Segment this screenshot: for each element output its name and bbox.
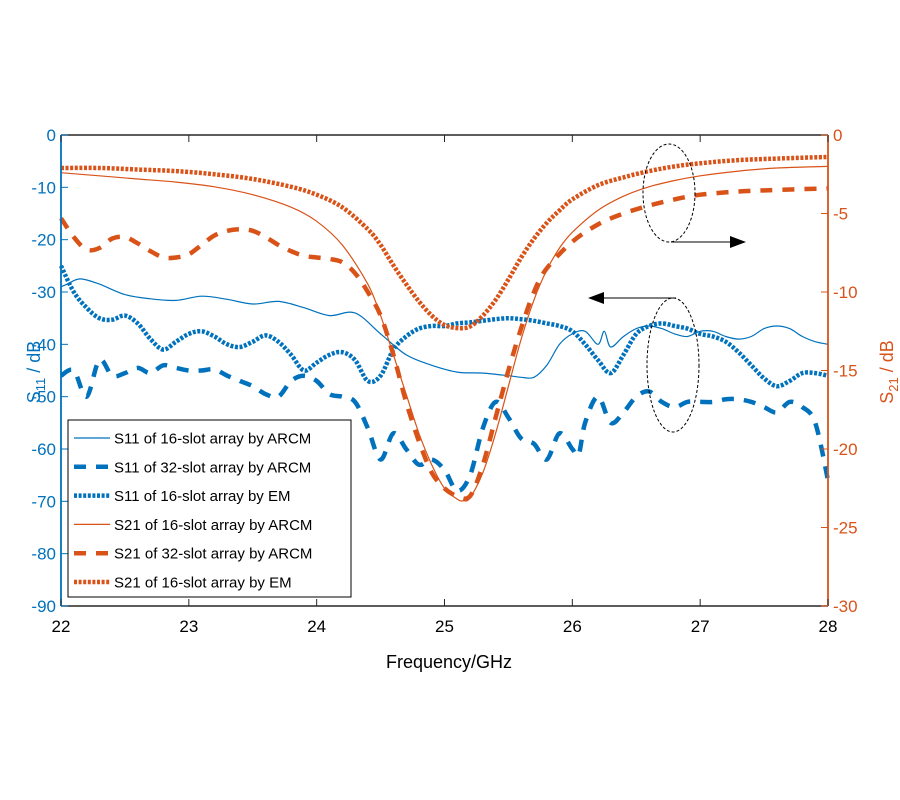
right-arrow-icon: [730, 236, 746, 248]
annotations: [588, 143, 746, 433]
y-left-tick-label: -90: [31, 597, 56, 616]
s21-group-ellipse: [642, 143, 696, 243]
x-tick-label: 25: [435, 617, 454, 636]
legend-label-3: S11 of 16-slot array by EM: [114, 488, 290, 505]
y-right-tick-label: 0: [833, 126, 842, 145]
y-left-tick-label: -40: [31, 335, 56, 354]
legend-label-1: S11 of 16-slot array by ARCM: [114, 431, 311, 448]
x-tick-label: 27: [691, 617, 710, 636]
y-left-tick-label: -30: [31, 283, 56, 302]
y-right-tick-label: -10: [833, 283, 858, 302]
x-axis-label: Frequency/GHz: [386, 652, 512, 672]
ticks: 22 23 24 25 26 27 280-10-20-30-40-50-60-70-80-…: [31, 126, 857, 636]
legend-label-6: S21 of 16-slot array by EM: [114, 575, 292, 592]
y-left-tick-label: -10: [31, 178, 56, 197]
y-left-label-main: S: [24, 391, 44, 403]
series-line-6: [60, 154, 829, 331]
series-line-1: [60, 278, 829, 379]
legend-label-5: S21 of 32-slot array by ARCM: [114, 546, 312, 563]
y-right-tick-label: -25: [833, 519, 858, 538]
x-tick-label: 23: [179, 617, 198, 636]
x-tick-label: 22: [52, 617, 71, 636]
legend: S11 of 16-slot array by ARCM S11 of 32-sl…: [67, 419, 352, 598]
x-tick-label: 28: [819, 617, 838, 636]
y-left-label-sub: 11: [33, 378, 48, 392]
y-right-label-main: S: [877, 392, 897, 404]
y-right-tick-label: -5: [833, 205, 848, 224]
y-left-tick-label: -20: [31, 231, 56, 250]
y-left-tick-label: 0: [47, 126, 56, 145]
svg-text:S21 / dB: S21 / dB: [877, 340, 900, 404]
legend-box: [67, 419, 352, 598]
y-right-tick-label: -20: [833, 440, 858, 459]
y-left-axis-label: S11 / dB: [24, 341, 48, 404]
series-line-2: [59, 357, 831, 494]
y-right-tick-label: -30: [833, 597, 858, 616]
svg-text:S11 / dB: S11 / dB: [24, 341, 48, 404]
y-right-tick-label: -15: [833, 362, 858, 381]
left-arrow-icon: [588, 292, 604, 304]
series-line-5: [59, 186, 829, 501]
y-left-tick-label: -50: [31, 388, 56, 407]
y-left-label-suffix: / dB: [24, 341, 44, 378]
y-right-label-suffix: / dB: [877, 340, 897, 377]
y-left-tick-label: -70: [31, 492, 56, 511]
y-left-tick-label: -80: [31, 545, 56, 564]
y-left-tick-label: -60: [31, 440, 56, 459]
s11-group-ellipse: [646, 297, 700, 433]
x-tick-label: 24: [307, 617, 326, 636]
y-right-label-sub: 21: [886, 377, 900, 391]
y-right-axis-label: S21 / dB: [877, 340, 900, 404]
curves: [58, 154, 831, 502]
x-tick-label: 26: [563, 617, 582, 636]
legend-label-2: S11 of 32-slot array by ARCM: [114, 459, 311, 476]
legend-label-4: S21 of 16-slot array by ARCM: [114, 517, 312, 534]
